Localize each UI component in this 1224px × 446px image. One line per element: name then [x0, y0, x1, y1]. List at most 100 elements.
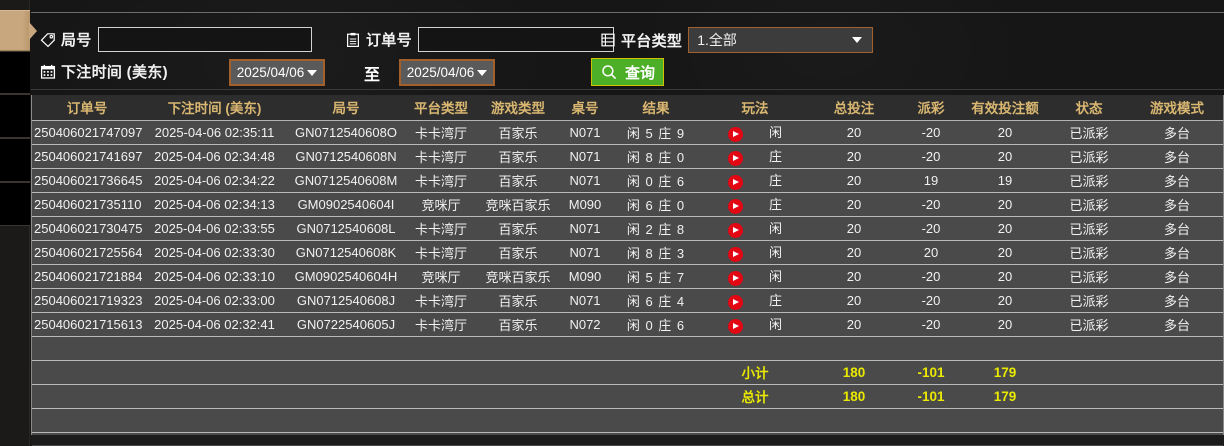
- bet-time-label: 下注时间 (美东): [61, 64, 168, 81]
- rail-tab-4[interactable]: [0, 138, 30, 182]
- date-to-button[interactable]: 2025/04/06: [399, 59, 495, 86]
- empty-cell: [559, 336, 611, 361]
- table-no-cell: M090: [559, 192, 611, 217]
- payout-cell: -20: [899, 216, 963, 241]
- result-cell: 闲 6 庄 4: [611, 288, 701, 313]
- total-bet-cell: 20: [809, 216, 899, 241]
- filter-bet-time: 下注时间 (美东): [39, 61, 168, 82]
- play-icon[interactable]: [727, 270, 743, 286]
- empty-cell: [32, 408, 142, 433]
- sum-blank: [287, 360, 405, 385]
- col-table-no[interactable]: 桌号: [559, 95, 611, 121]
- play-icon[interactable]: [727, 246, 743, 262]
- status-cell: 已派彩: [1047, 216, 1131, 241]
- round-no-cell: GN0712540608O: [287, 120, 405, 145]
- result-text: 闲 5 庄 9: [626, 125, 686, 141]
- date-from-button[interactable]: 2025/04/06: [229, 59, 325, 86]
- play-icon[interactable]: [727, 198, 743, 214]
- col-game-mode[interactable]: 游戏模式: [1131, 95, 1223, 121]
- rail-tab-active[interactable]: [0, 10, 37, 51]
- between-label: 至: [364, 67, 381, 84]
- result-cell: 闲 0 庄 6: [611, 168, 701, 193]
- bet-time-cell: 2025-04-06 02:32:41: [142, 312, 287, 337]
- col-result[interactable]: 结果: [611, 95, 701, 121]
- result-text: 闲 8 庄 3: [626, 245, 686, 261]
- table-row[interactable]: 250406021747097 2025-04-06 02:35:11 GN0712…: [32, 120, 1223, 145]
- col-bet-side[interactable]: 玩法: [701, 95, 809, 121]
- play-icon[interactable]: [727, 294, 743, 310]
- valid-bet-cell: 20: [963, 288, 1047, 313]
- order-no-cell: 250406021741697: [32, 144, 142, 169]
- table-row[interactable]: 250406021741697 2025-04-06 02:34:48 GN0712…: [32, 144, 1223, 169]
- col-platform[interactable]: 平台类型: [405, 95, 477, 121]
- col-total-bet[interactable]: 总投注: [809, 95, 899, 121]
- sum-blank: [287, 384, 405, 409]
- play-icon[interactable]: [727, 174, 743, 190]
- summary-label: 小计: [701, 360, 809, 385]
- round-no-input[interactable]: [97, 27, 312, 52]
- empty-cell: [32, 336, 142, 361]
- date-from-picker[interactable]: 2025/04/06: [229, 59, 325, 86]
- col-round-no[interactable]: 局号: [287, 95, 405, 121]
- table-row[interactable]: 250406021736645 2025-04-06 02:34:22 GN0712…: [32, 168, 1223, 193]
- summary-valid-bet: 179: [963, 360, 1047, 385]
- play-icon[interactable]: [727, 318, 743, 334]
- payout-cell: -20: [899, 120, 963, 145]
- total-bet-cell: 20: [809, 312, 899, 337]
- status-cell: 已派彩: [1047, 312, 1131, 337]
- result-text: 闲 0 庄 6: [626, 317, 686, 333]
- order-no-cell: 250406021719323: [32, 288, 142, 313]
- search-icon: [600, 64, 617, 81]
- date-to-value: 2025/04/06: [406, 65, 475, 80]
- game-type-cell: 竞咪百家乐: [477, 264, 559, 289]
- platform-cell: 卡卡湾厅: [405, 144, 477, 169]
- play-icon[interactable]: [727, 222, 743, 238]
- sum-blank: [559, 360, 611, 385]
- empty-cell: [287, 408, 405, 433]
- result-cell: 闲 2 庄 8: [611, 216, 701, 241]
- platform-type-select[interactable]: 1.全部: [688, 27, 874, 53]
- date-to-picker[interactable]: 2025/04/06: [399, 59, 495, 86]
- order-no-input[interactable]: [417, 27, 614, 52]
- empty-cell: [963, 336, 1047, 361]
- payout-cell: -20: [899, 312, 963, 337]
- game-type-cell: 百家乐: [477, 120, 559, 145]
- order-no-cell: 250406021715613: [32, 312, 142, 337]
- rail-tab-2[interactable]: [0, 51, 30, 94]
- rail-tab-3[interactable]: [0, 94, 30, 138]
- sum-blank: [32, 360, 142, 385]
- col-order-no[interactable]: 订单号: [32, 95, 142, 121]
- status-cell: 已派彩: [1047, 144, 1131, 169]
- table-row[interactable]: 250406021725564 2025-04-06 02:33:30 GN0712…: [32, 240, 1223, 265]
- bet-time-cell: 2025-04-06 02:33:10: [142, 264, 287, 289]
- table-body: 250406021747097 2025-04-06 02:35:11 GN0712…: [32, 120, 1223, 446]
- status-cell: 已派彩: [1047, 120, 1131, 145]
- round-no-cell: GN0712540608N: [287, 144, 405, 169]
- col-payout[interactable]: 派彩: [899, 95, 963, 121]
- round-no-cell: GN0712540608L: [287, 216, 405, 241]
- table-row[interactable]: 250406021735110 2025-04-06 02:34:13 GM0902…: [32, 192, 1223, 217]
- col-valid-bet[interactable]: 有效投注额: [963, 95, 1047, 121]
- sum-blank: [1047, 360, 1131, 385]
- col-bet-time[interactable]: 下注时间 (美东): [142, 95, 287, 121]
- play-icon[interactable]: [727, 150, 743, 166]
- query-button[interactable]: 查询: [591, 58, 665, 86]
- table-row[interactable]: 250406021715613 2025-04-06 02:32:41 GN0722…: [32, 312, 1223, 337]
- bet-time-cell: 2025-04-06 02:33:30: [142, 240, 287, 265]
- table-row[interactable]: 250406021730475 2025-04-06 02:33:55 GN0712…: [32, 216, 1223, 241]
- table-no-cell: N071: [559, 216, 611, 241]
- rail-tab-5[interactable]: [0, 182, 30, 226]
- valid-bet-cell: 20: [963, 312, 1047, 337]
- empty-cell: [1131, 408, 1223, 433]
- table-row[interactable]: 250406021721884 2025-04-06 02:33:10 GM0902…: [32, 264, 1223, 289]
- col-status[interactable]: 状态: [1047, 95, 1131, 121]
- play-icon[interactable]: [727, 126, 743, 142]
- result-text: 闲 6 庄 4: [626, 293, 686, 309]
- total-bet-cell: 20: [809, 144, 899, 169]
- col-game-type[interactable]: 游戏类型: [477, 95, 559, 121]
- valid-bet-cell: 20: [963, 144, 1047, 169]
- platform-cell: 卡卡湾厅: [405, 240, 477, 265]
- game-type-cell: 百家乐: [477, 240, 559, 265]
- game-type-cell: 竞咪百家乐: [477, 192, 559, 217]
- table-row[interactable]: 250406021719323 2025-04-06 02:33:00 GN0712…: [32, 288, 1223, 313]
